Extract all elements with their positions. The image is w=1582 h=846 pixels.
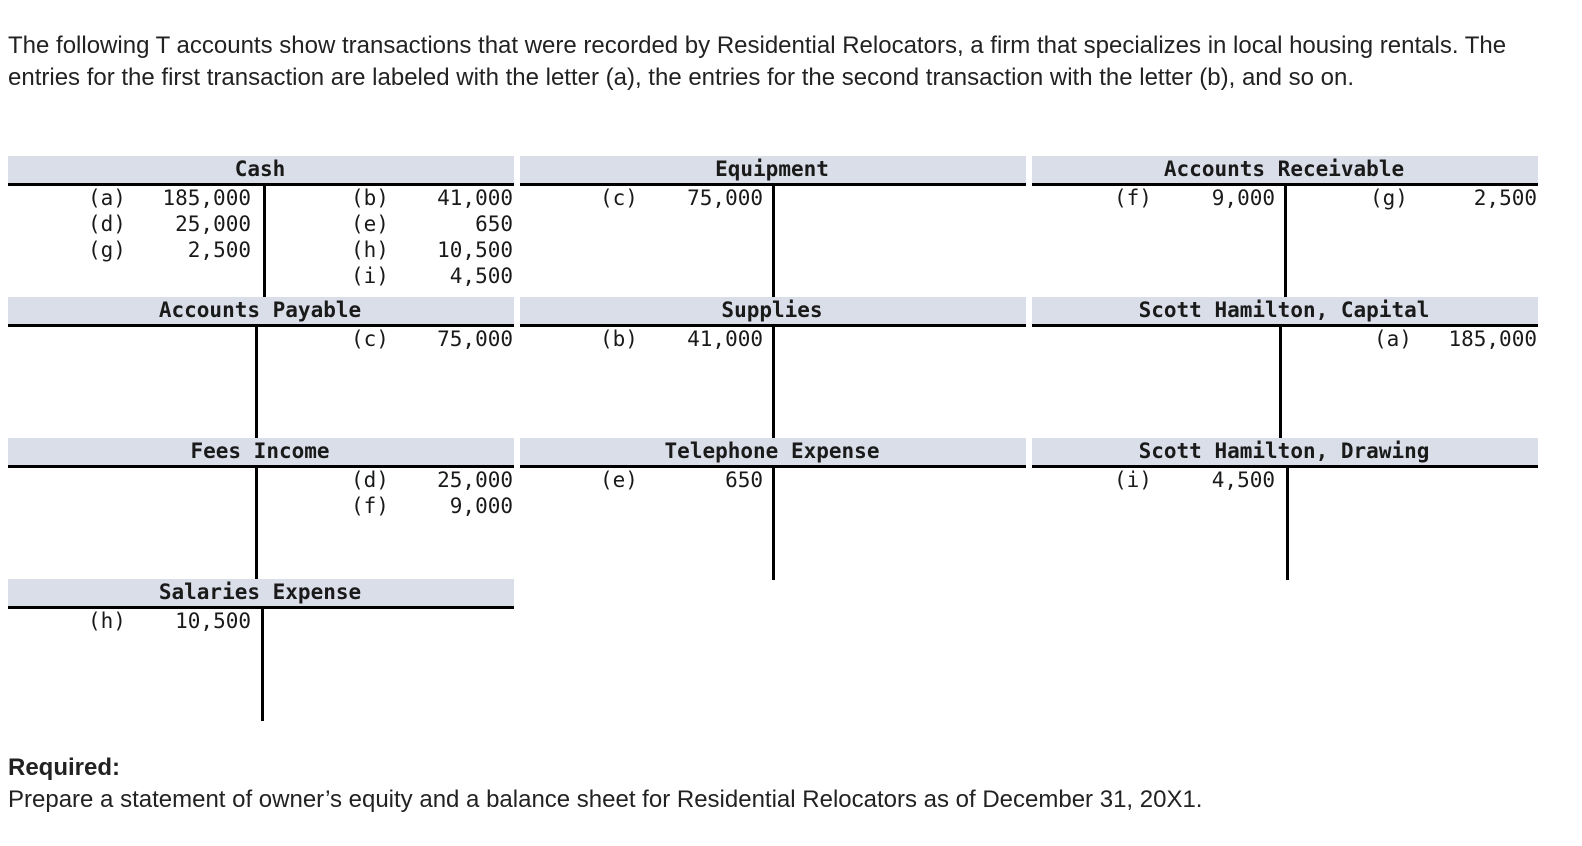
t-account-title: Telephone Expense: [664, 439, 880, 463]
debit-ref: (d): [88, 212, 126, 236]
debit-amount: 10,500: [175, 609, 251, 633]
t-account-capital: Scott Hamilton, Capital (a) 185,000: [1032, 297, 1538, 439]
debit-ref: (i): [1114, 468, 1152, 492]
credit-amount: 25,000: [437, 468, 513, 492]
debit-amount: 185,000: [162, 186, 251, 210]
t-account-header: [1032, 438, 1538, 468]
t-account-title: Scott Hamilton, Drawing: [1138, 439, 1430, 463]
t-account-header: [520, 297, 1026, 327]
credit-ref: (b): [351, 186, 389, 210]
debit-ref: (a): [88, 186, 126, 210]
debit-ref: (e): [600, 468, 638, 492]
t-account-header: [8, 156, 514, 186]
credit-ref: (e): [351, 212, 389, 236]
t-account-header: [8, 579, 514, 609]
debit-ref: (b): [600, 327, 638, 351]
t-account-accounts-payable: Accounts Payable (c) 75,000: [8, 297, 514, 439]
t-account-accounts-receivable: Accounts Receivable (f) 9,000 (g) 2,500: [1032, 156, 1538, 298]
t-account-header: [8, 438, 514, 468]
credit-ref: (h): [351, 238, 389, 262]
t-account-equipment: Equipment (c) 75,000: [520, 156, 1026, 298]
debit-ref: (g): [88, 238, 126, 262]
credit-amount: 75,000: [437, 327, 513, 351]
t-account-divider: [772, 327, 775, 439]
t-account-title: Fees Income: [190, 439, 330, 463]
credit-ref: (a): [1374, 327, 1412, 351]
t-account-divider: [1279, 327, 1282, 439]
debit-amount: 650: [725, 468, 763, 492]
t-account-divider: [255, 327, 258, 439]
debit-amount: 2,500: [187, 238, 251, 262]
debit-amount: 41,000: [687, 327, 763, 351]
t-account-telephone-expense: Telephone Expense (e) 650: [520, 438, 1026, 580]
t-account-title: Scott Hamilton, Capital: [1138, 298, 1430, 322]
debit-amount: 25,000: [175, 212, 251, 236]
t-account-divider: [255, 468, 258, 580]
required-section: Required: Prepare a statement of owner’s…: [8, 752, 1202, 816]
t-account-title: Cash: [234, 157, 286, 181]
t-account-header: [520, 438, 1026, 468]
t-account-drawing: Scott Hamilton, Drawing (i) 4,500: [1032, 438, 1538, 580]
intro-text: The following T accounts show transactio…: [8, 32, 1507, 91]
t-account-header: [8, 297, 514, 327]
t-account-title: Equipment: [715, 157, 829, 181]
credit-ref: (c): [351, 327, 389, 351]
t-account-supplies: Supplies (b) 41,000: [520, 297, 1026, 439]
debit-amount: 75,000: [687, 186, 763, 210]
t-account-header: [1032, 297, 1538, 327]
t-account-title: Supplies: [721, 298, 823, 322]
credit-amount: 185,000: [1448, 327, 1537, 351]
credit-amount: 9,000: [449, 494, 513, 518]
t-account-divider: [772, 468, 775, 580]
t-account-fees-income: Fees Income (d) 25,000 (f) 9,000: [8, 438, 514, 580]
credit-amount: 4,500: [449, 264, 513, 288]
debit-ref: (c): [600, 186, 638, 210]
t-account-divider: [1284, 186, 1287, 298]
required-label: Required:: [8, 754, 121, 781]
t-account-header: [520, 156, 1026, 186]
debit-amount: 9,000: [1211, 186, 1275, 210]
t-account-salaries-expense: Salaries Expense (h) 10,500: [8, 579, 514, 721]
credit-amount: 2,500: [1473, 186, 1537, 210]
credit-amount: 650: [475, 212, 513, 236]
credit-ref: (i): [351, 264, 389, 288]
t-account-cash: Cash (a) 185,000 (d) 25,000 (g) 2,500 (b) 41,000…: [8, 156, 514, 298]
t-account-title: Salaries Expense: [158, 580, 362, 604]
t-account-divider: [263, 186, 266, 298]
debit-amount: 4,500: [1211, 468, 1275, 492]
t-account-title: Accounts Payable: [158, 298, 362, 322]
credit-ref: (d): [351, 468, 389, 492]
t-account-divider: [772, 186, 775, 298]
t-account-divider: [1286, 468, 1289, 580]
credit-amount: 10,500: [437, 238, 513, 262]
debit-ref: (h): [88, 609, 126, 633]
t-account-title: Accounts Receivable: [1163, 157, 1405, 181]
debit-ref: (f): [1114, 186, 1152, 210]
credit-amount: 41,000: [437, 186, 513, 210]
t-account-header: [1032, 156, 1538, 186]
t-account-divider: [261, 609, 264, 721]
credit-ref: (g): [1370, 186, 1408, 210]
required-text: Prepare a statement of owner’s equity an…: [8, 786, 1203, 813]
credit-ref: (f): [351, 494, 389, 518]
